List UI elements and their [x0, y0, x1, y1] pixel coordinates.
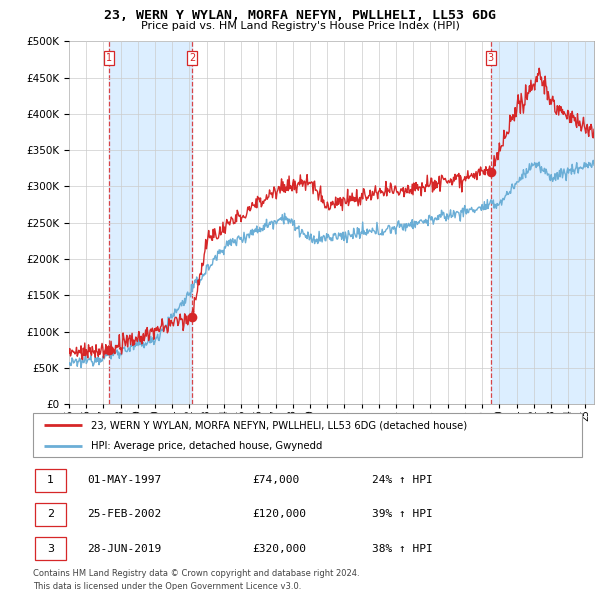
Bar	[491, 41, 594, 404]
Text: 38% ↑ HPI: 38% ↑ HPI	[372, 544, 433, 553]
Text: 2: 2	[189, 53, 195, 63]
Text: 24% ↑ HPI: 24% ↑ HPI	[372, 476, 433, 485]
Text: 01-MAY-1997: 01-MAY-1997	[87, 476, 161, 485]
Text: 25-FEB-2002: 25-FEB-2002	[87, 510, 161, 519]
Text: 3: 3	[487, 53, 494, 63]
Text: 3: 3	[47, 544, 54, 553]
Text: Contains HM Land Registry data © Crown copyright and database right 2024.: Contains HM Land Registry data © Crown c…	[33, 569, 359, 578]
Text: £74,000: £74,000	[252, 476, 299, 485]
Text: 23, WERN Y WYLAN, MORFA NEFYN, PWLLHELI, LL53 6DG: 23, WERN Y WYLAN, MORFA NEFYN, PWLLHELI,…	[104, 9, 496, 22]
Bar	[109, 41, 192, 404]
Text: £120,000: £120,000	[252, 510, 306, 519]
Text: 23, WERN Y WYLAN, MORFA NEFYN, PWLLHELI, LL53 6DG (detached house): 23, WERN Y WYLAN, MORFA NEFYN, PWLLHELI,…	[91, 421, 467, 430]
Text: 28-JUN-2019: 28-JUN-2019	[87, 544, 161, 553]
Text: Price paid vs. HM Land Registry's House Price Index (HPI): Price paid vs. HM Land Registry's House …	[140, 21, 460, 31]
Text: This data is licensed under the Open Government Licence v3.0.: This data is licensed under the Open Gov…	[33, 582, 301, 590]
Text: 39% ↑ HPI: 39% ↑ HPI	[372, 510, 433, 519]
Text: 2: 2	[47, 510, 54, 519]
Text: HPI: Average price, detached house, Gwynedd: HPI: Average price, detached house, Gwyn…	[91, 441, 322, 451]
Text: 1: 1	[106, 53, 112, 63]
Text: 1: 1	[47, 476, 54, 485]
Text: £320,000: £320,000	[252, 544, 306, 553]
